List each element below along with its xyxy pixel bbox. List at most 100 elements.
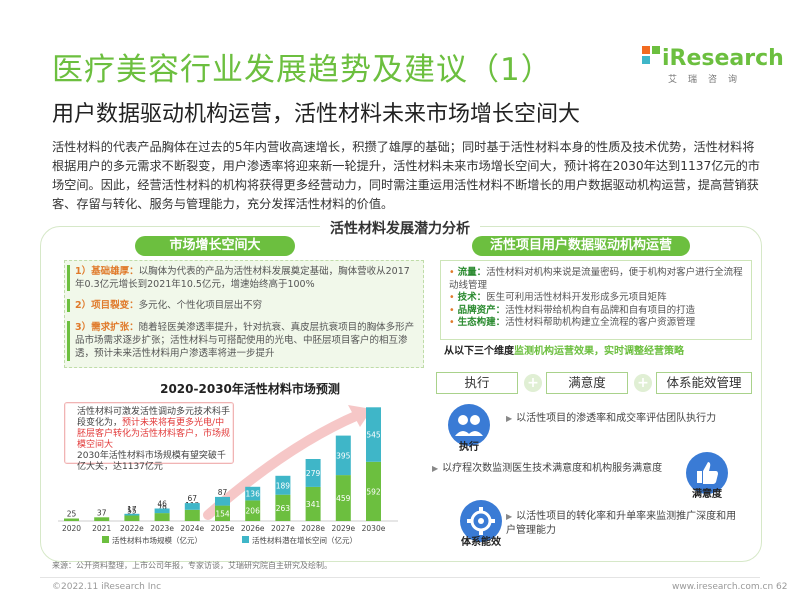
user-data-pill: 活性项目用户数据驱动机构运营 (472, 236, 690, 256)
bar-market-size (275, 494, 291, 521)
accent-bar (67, 321, 70, 361)
dim-text-satisfaction: ▶ 以疗程次数监测医生技术满意度和机构服务满意度 (432, 463, 663, 474)
logo-tagline: 艾瑞咨询 (668, 75, 749, 85)
x-tick-label: 2020 (62, 524, 81, 533)
bar-label: 46 (157, 500, 167, 509)
driver-box: • 流量：活性材料对机构来说是流量密码，便于机构对客户进行全流程动线管理 • 技术：… (440, 260, 752, 340)
tab-execution: 执行 (436, 372, 518, 394)
bar-label: 154 (215, 509, 230, 518)
logo-word: iResearch (662, 46, 784, 71)
dim-label-satisfaction: 满意度 (692, 489, 722, 500)
dim-text-efficiency: ▶ 以活性项目的转化率和升单率来监测推广深度和用户管理能力 (506, 511, 737, 536)
factor-text: 多元化、个性化项目层出不穷 (138, 300, 263, 311)
factor-text: 随着轻医美渗透率提升，针对抗衰、真皮层抗衰项目的胸体多形产品市场需求逐步扩张；活… (75, 322, 415, 359)
callout-text: 活性材料可激发活性调动多元技术科手段变化为，预计未来将有更多光电/中胚层客户转化… (77, 407, 231, 473)
bar-market-size (184, 509, 200, 521)
bar-label: 279 (306, 469, 321, 478)
bullet-dot-icon: • (449, 267, 455, 278)
driver-text: 活性材料带给机构自有品牌和自有项目的打造 (505, 304, 696, 316)
x-tick-label: 2025e (211, 524, 235, 533)
page-subtitle: 用户数据驱动机构运营，活性材料未来市场增长空间大 (52, 102, 581, 127)
legend-label: 活性材料潜在增长空间（亿元） (252, 535, 357, 545)
bar-label: 545 (366, 431, 381, 440)
callout-line1: 活性材料可激发活性调动多元技术科手段 (77, 407, 231, 428)
system-icon (460, 500, 502, 542)
bar-potential (335, 435, 351, 476)
bar-market-size (64, 518, 79, 521)
factor-head: 3）需求扩张： (75, 322, 139, 333)
note-highlight: 监测机构运营效果，实时调整经营策略 (514, 346, 684, 357)
driver-key: 流量： (457, 267, 487, 278)
x-tick-label: 2028e (301, 524, 325, 533)
bar-label: 87 (218, 488, 228, 497)
bar-label: 206 (246, 507, 261, 516)
bullet-dot-icon: • (449, 292, 455, 303)
bar-market-size (154, 513, 170, 521)
x-tick-label: 2026e (241, 524, 265, 533)
plus-icon: + (524, 374, 542, 392)
triangle-icon: ▶ (506, 512, 513, 521)
bar-label: 55 (127, 507, 137, 516)
callout-line3: 2030年活性材料市场规模有望突破千亿大关，达1137亿元 (77, 451, 226, 472)
bar-label: 341 (306, 500, 321, 509)
dim-text-execution: ▶ 以活性项目的渗透率和成交率评估团队执行力 (506, 413, 717, 424)
callout-red: 预计未来将有更多光电/中胚层客户转化为活性材料客户，市场规模空间大 (77, 418, 231, 450)
thumbs-up-icon (686, 452, 728, 494)
driver-item: • 生态构建：活性材料帮助机构建立全流程的客户资源管理 (449, 317, 749, 330)
bar-label: 459 (336, 494, 351, 503)
bar-label: 37 (97, 508, 107, 517)
driver-item: • 流量：活性材料对机构来说是流量密码，便于机构对客户进行全流程动线管理 (449, 267, 749, 292)
bar-market-size (94, 517, 110, 521)
bar-label: 67 (188, 494, 198, 503)
bar-potential (184, 503, 200, 510)
bar-market-size (305, 486, 321, 521)
bar-label: 17 (127, 505, 137, 514)
driver-item: • 技术：医生可利用活性材料开发形成多元项目矩阵 (449, 292, 749, 305)
footer-divider (40, 577, 760, 578)
bar-label: 395 (336, 451, 351, 460)
accent-bar (67, 299, 70, 312)
driver-key: 生态构建： (457, 317, 506, 328)
x-tick-label: 2027e (271, 524, 295, 533)
team-icon (448, 404, 490, 446)
bar-label: 25 (67, 510, 77, 519)
bar-potential (245, 486, 261, 501)
bar-label: 592 (366, 487, 381, 496)
dim-label-execution: 执行 (459, 442, 479, 453)
iresearch-logo: iResearch 艾瑞咨询 (640, 44, 784, 85)
legend-swatch (102, 536, 109, 543)
bar-market-size (335, 475, 351, 521)
bullet-dot-icon: • (449, 317, 455, 328)
bar-label: 263 (276, 504, 291, 513)
bullet-dot-icon: • (449, 304, 455, 316)
market-forecast-chart: 25202037202155172022e79462023e112672024e… (58, 405, 398, 545)
driver-item: • 品牌资产：活性材料带给机构自有品牌和自有项目的打造 (449, 305, 749, 318)
market-growth-pill: 市场增长空间大 (135, 236, 295, 256)
triangle-icon: ▶ (506, 414, 513, 423)
bar-potential (366, 407, 381, 462)
x-tick-label: 2029e (331, 524, 355, 533)
x-tick-label: 2022e (120, 524, 144, 533)
x-tick-label: 2021 (92, 524, 111, 533)
x-tick-label: 2023e (150, 524, 174, 533)
page-number: 62 (776, 582, 788, 592)
tab-satisfaction: 满意度 (546, 372, 628, 394)
bar-potential (215, 496, 230, 506)
forecast-callout: 活性材料可激发活性调动多元技术科手段变化为，预计未来将有更多光电/中胚层客户转化… (64, 402, 234, 472)
legend-label: 活性材料市场规模（亿元） (112, 535, 202, 545)
tab-efficiency: 体系能效管理 (656, 372, 752, 394)
copyright: ©2022.11 iResearch Inc (52, 582, 162, 592)
growth-factors-box: 1）基础雄厚：以胸体为代表的产品为活性材料发展奠定基础，胸体营收从2017年0.… (64, 260, 424, 368)
driver-text: 活性材料对机构来说是流量密码，便于机构对客户进行全流程动线管理 (449, 267, 743, 291)
chart-title: 2020-2030年活性材料市场预测 (160, 382, 340, 396)
driver-list: • 流量：活性材料对机构来说是流量密码，便于机构对客户进行全流程动线管理 • 技术：… (449, 267, 749, 330)
site-url: www.iresearch.com.cn (672, 582, 774, 592)
monitor-note: 从以下三个维度监测机构运营效果，实时调整经营策略 (444, 342, 684, 357)
bar-label: 136 (246, 490, 261, 499)
factor-text: 以胸体为代表的产品为活性材料发展奠定基础，胸体营收从2017年0.3亿元增长到2… (75, 266, 410, 290)
bar-label: 189 (276, 481, 291, 490)
frame-title: 活性材料发展潜力分析 (320, 218, 480, 238)
x-tick-label: 2024e (180, 524, 204, 533)
bar-market-size (215, 505, 230, 521)
driver-key: 技术： (457, 292, 487, 303)
